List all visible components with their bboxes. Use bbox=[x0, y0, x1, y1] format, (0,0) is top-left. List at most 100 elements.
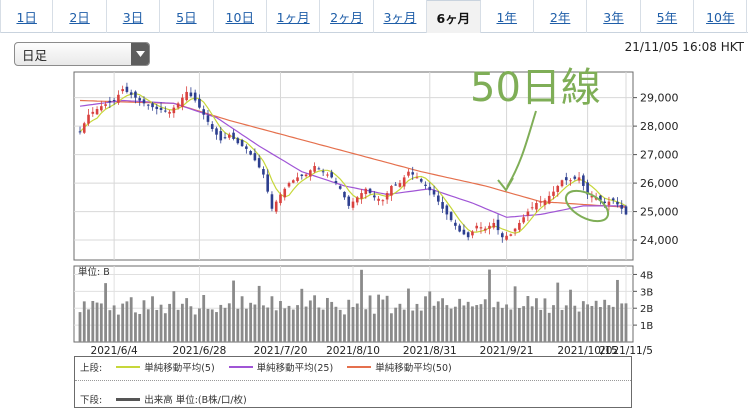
candle-up bbox=[117, 94, 120, 103]
candle-up bbox=[607, 201, 611, 206]
timestamp: 21/11/05 16:08 HKT bbox=[624, 40, 744, 54]
period-tab[interactable]: 1日 bbox=[0, 0, 54, 33]
period-tab[interactable]: 10日 bbox=[214, 0, 267, 33]
candle-up bbox=[364, 188, 368, 195]
legend-item-label: 出来高 単位:(B株/口/枚) bbox=[144, 395, 247, 406]
volume-bar bbox=[590, 305, 594, 342]
volume-bar bbox=[526, 296, 530, 342]
annotation-text: 50日線 bbox=[470, 65, 601, 111]
candle-down bbox=[428, 186, 432, 191]
volume-bar bbox=[364, 309, 368, 342]
volume-bar bbox=[509, 309, 513, 342]
candle-up bbox=[518, 222, 521, 230]
candle-up bbox=[385, 193, 389, 200]
volume-bar bbox=[308, 300, 312, 342]
volume-bar bbox=[104, 283, 107, 342]
volume-bar bbox=[462, 305, 466, 342]
candle-up bbox=[121, 89, 124, 92]
volume-bar bbox=[338, 309, 342, 342]
candle-up bbox=[492, 222, 496, 228]
candle-up bbox=[82, 123, 86, 133]
candle-up bbox=[185, 91, 188, 101]
period-tab[interactable]: 3日 bbox=[107, 0, 161, 33]
candle-up bbox=[488, 225, 491, 229]
legend-swatch bbox=[347, 366, 372, 368]
candle-up bbox=[377, 198, 380, 201]
volume-bar bbox=[441, 298, 444, 342]
volume-bar bbox=[279, 301, 282, 342]
candle-down bbox=[146, 104, 150, 106]
annotation-arrow-head bbox=[497, 177, 514, 192]
candle-up bbox=[577, 177, 581, 181]
volume-bar bbox=[87, 309, 90, 342]
candle-down bbox=[624, 206, 628, 215]
legend-lower-label: 下段: bbox=[80, 395, 103, 406]
volume-bar bbox=[159, 304, 163, 342]
candle-down bbox=[253, 153, 257, 161]
candle-up bbox=[475, 225, 479, 229]
candle-up bbox=[181, 97, 184, 108]
interval-select[interactable]: 日足 bbox=[14, 42, 150, 66]
candle-down bbox=[334, 180, 338, 184]
candle-up bbox=[304, 174, 308, 177]
legend-swatch bbox=[116, 366, 141, 368]
volume-bar bbox=[560, 309, 564, 342]
period-tab[interactable]: 2ヶ月 bbox=[320, 0, 374, 33]
volume-bar bbox=[599, 307, 602, 342]
volume-bar bbox=[377, 294, 380, 342]
volume-bar bbox=[223, 307, 227, 342]
volume-bar bbox=[556, 282, 560, 342]
period-tab[interactable]: 5日 bbox=[160, 0, 214, 33]
period-tab[interactable]: 1年 bbox=[481, 0, 534, 33]
volume-bar bbox=[210, 309, 214, 342]
volume-bar bbox=[163, 313, 167, 342]
period-tab[interactable]: 3ヶ月 bbox=[374, 0, 428, 33]
volume-bar bbox=[458, 298, 462, 342]
candle-up bbox=[283, 188, 287, 198]
volume-bar bbox=[326, 297, 329, 342]
candle-down bbox=[373, 195, 376, 198]
volume-bar bbox=[172, 291, 176, 342]
x-tick-label: 2021/10/15 bbox=[557, 345, 618, 357]
period-tab[interactable]: 5年 bbox=[641, 0, 695, 33]
candle-up bbox=[355, 197, 359, 203]
candle-up bbox=[274, 201, 278, 212]
volume-bar bbox=[611, 306, 615, 342]
period-tab[interactable]: 6ヶ月 bbox=[427, 0, 481, 33]
volume-bar bbox=[180, 303, 184, 342]
period-tab[interactable]: 2年 bbox=[534, 0, 588, 33]
volume-bar bbox=[505, 304, 508, 342]
volume-bar bbox=[488, 269, 491, 342]
volume-bar bbox=[517, 307, 521, 342]
volume-bar bbox=[249, 302, 253, 342]
candle-down bbox=[240, 139, 244, 147]
sma-5-line bbox=[79, 92, 627, 234]
candle-up bbox=[505, 235, 508, 240]
candle-up bbox=[351, 201, 355, 208]
volume-tick-label: 1B bbox=[640, 321, 653, 332]
candle-down bbox=[262, 169, 265, 175]
volume-bar bbox=[620, 303, 624, 342]
volume-bar bbox=[155, 309, 159, 342]
candle-up bbox=[479, 227, 483, 229]
volume-bar bbox=[134, 312, 137, 342]
volume-bar bbox=[432, 305, 436, 342]
candle-down bbox=[343, 191, 346, 198]
candle-down bbox=[582, 175, 585, 186]
volume-bar bbox=[274, 310, 278, 342]
x-tick-label: 2021/11/5 bbox=[599, 345, 653, 357]
period-tab[interactable]: 1ヶ月 bbox=[267, 0, 321, 33]
volume-bar bbox=[594, 300, 598, 342]
volume-bar bbox=[402, 309, 406, 342]
candle-up bbox=[398, 183, 402, 187]
candle-down bbox=[129, 92, 133, 95]
legend-item-label: 単純移動平均(25) bbox=[256, 363, 334, 374]
period-tab[interactable]: 10年 bbox=[694, 0, 748, 33]
period-tab[interactable]: 3年 bbox=[587, 0, 641, 33]
candle-down bbox=[317, 168, 321, 170]
period-tab[interactable]: 2日 bbox=[53, 0, 107, 33]
dropdown-arrow-icon[interactable] bbox=[131, 43, 149, 65]
candle-down bbox=[432, 190, 436, 195]
candle-down bbox=[142, 99, 146, 104]
